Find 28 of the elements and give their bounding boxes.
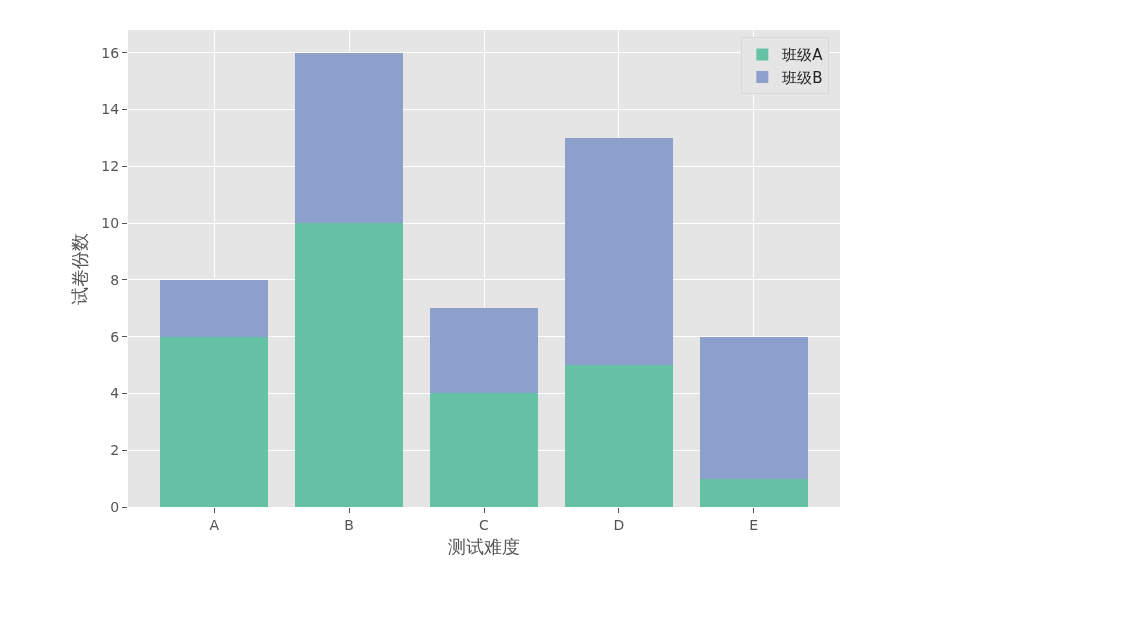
y-tick-label: 6 bbox=[110, 328, 120, 345]
bar bbox=[160, 279, 269, 337]
x-tick-label: B bbox=[344, 516, 354, 533]
x-tick-label: A bbox=[209, 516, 220, 533]
bar bbox=[295, 223, 404, 507]
y-tick-label: 4 bbox=[110, 385, 120, 402]
bar bbox=[160, 336, 269, 507]
bar bbox=[430, 308, 538, 394]
y-tick-label: 12 bbox=[101, 158, 120, 175]
bar bbox=[295, 52, 404, 224]
legend-label: 班级B bbox=[782, 68, 823, 87]
y-tick-label: 2 bbox=[110, 442, 120, 459]
y-tick-label: 16 bbox=[101, 44, 120, 61]
y-tick-label: 8 bbox=[110, 271, 120, 288]
bar bbox=[564, 365, 673, 507]
y-axis-title: 试卷份数 bbox=[68, 232, 90, 305]
x-tick-label: C bbox=[479, 516, 490, 533]
x-axis-title: 测试难度 bbox=[448, 535, 520, 557]
bar bbox=[564, 137, 673, 366]
legend-label: 班级A bbox=[782, 46, 824, 65]
y-tick-label: 0 bbox=[110, 498, 120, 515]
x-tick-label: E bbox=[749, 516, 759, 533]
bar bbox=[699, 336, 808, 479]
y-tick-label: 14 bbox=[101, 101, 120, 118]
x-tick-label: D bbox=[613, 516, 625, 533]
y-tick-label: 10 bbox=[101, 214, 120, 231]
bar bbox=[699, 478, 808, 507]
bar bbox=[430, 393, 538, 507]
